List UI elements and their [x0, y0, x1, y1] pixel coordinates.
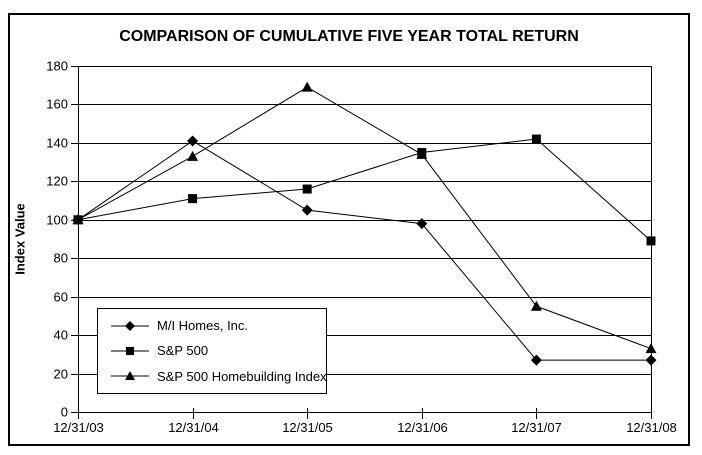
svg-text:100: 100 — [46, 213, 68, 228]
square-marker-icon — [111, 346, 149, 356]
legend-label: M/I Homes, Inc. — [157, 318, 249, 334]
diamond-marker-icon — [111, 320, 149, 331]
legend-label: S&P 500 Homebuilding Index — [157, 368, 327, 384]
chart-title: COMPARISON OF CUMULATIVE FIVE YEAR TOTAL… — [119, 28, 579, 45]
svg-text:20: 20 — [54, 367, 68, 382]
svg-text:120: 120 — [46, 174, 68, 189]
svg-text:12/31/05: 12/31/05 — [282, 420, 333, 435]
svg-text:60: 60 — [54, 290, 68, 305]
svg-text:12/31/07: 12/31/07 — [511, 420, 562, 435]
legend-label: S&P 500 — [157, 343, 209, 359]
svg-text:12/31/03: 12/31/03 — [53, 420, 104, 435]
svg-text:12/31/06: 12/31/06 — [397, 420, 448, 435]
svg-text:80: 80 — [54, 251, 68, 266]
svg-text:0: 0 — [61, 405, 68, 420]
svg-text:180: 180 — [46, 59, 68, 74]
legend-item: S&P 500 — [110, 343, 322, 358]
triangle-marker-icon — [111, 371, 149, 381]
svg-text:12/31/08: 12/31/08 — [626, 420, 677, 435]
legend-item: S&P 500 Homebuilding Index — [110, 369, 327, 384]
legend-item: M/I Homes, Inc. — [110, 318, 322, 333]
svg-text:12/31/04: 12/31/04 — [168, 420, 219, 435]
legend: M/I Homes, Inc. S&P 500 S&P 500 Homebuil… — [97, 308, 327, 394]
svg-text:40: 40 — [54, 328, 68, 343]
svg-text:160: 160 — [46, 97, 68, 112]
svg-text:140: 140 — [46, 136, 68, 151]
